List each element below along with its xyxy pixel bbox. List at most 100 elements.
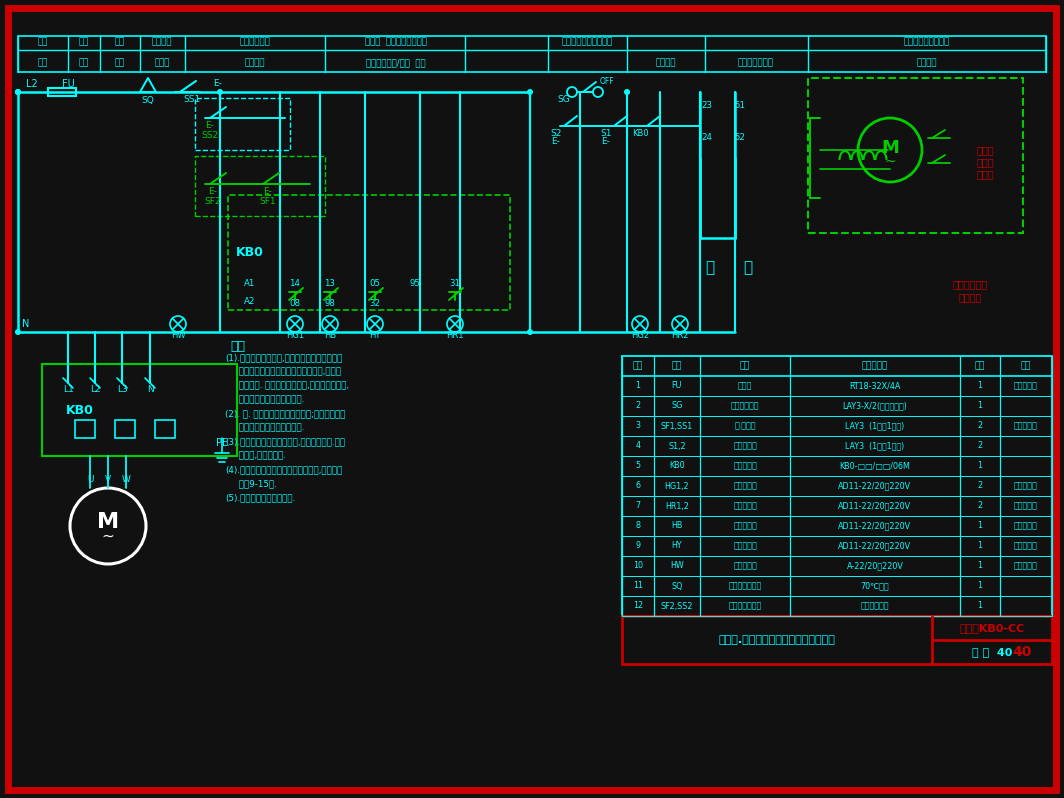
Text: HY: HY <box>671 542 682 551</box>
Text: 保护: 保护 <box>79 58 89 68</box>
Text: 13: 13 <box>325 279 335 289</box>
Text: 51: 51 <box>734 101 746 110</box>
Text: 12: 12 <box>633 602 643 610</box>
Text: 手动控制: 手动控制 <box>245 58 265 68</box>
Bar <box>808 78 1023 233</box>
Bar <box>41 364 237 456</box>
Text: 启.停按钮: 启.停按钮 <box>734 421 755 430</box>
Text: 2: 2 <box>978 501 982 511</box>
Text: (3).当防火阀限位开关动作后,设备停止运行.无防: (3).当防火阀限位开关动作后,设备停止运行.无防 <box>225 437 345 447</box>
Text: 08: 08 <box>289 299 300 309</box>
Text: 2: 2 <box>978 421 982 430</box>
Text: HG1: HG1 <box>286 331 304 341</box>
Text: SG: SG <box>671 401 683 410</box>
Text: 1: 1 <box>978 542 982 551</box>
Text: 就地与远距离: 就地与远距离 <box>239 38 270 46</box>
Text: PE: PE <box>216 438 228 448</box>
Text: 新风阀电动执行机构: 新风阀电动执行机构 <box>904 38 950 46</box>
Text: 电器: 电器 <box>115 38 126 46</box>
Circle shape <box>527 89 533 95</box>
Text: SF2: SF2 <box>204 196 221 206</box>
Text: 设备停机后新风阀联动关闭.: 设备停机后新风阀联动关闭. <box>225 396 304 405</box>
Text: 23: 23 <box>701 101 713 110</box>
Text: SF1: SF1 <box>260 196 277 206</box>
Text: KB0: KB0 <box>236 247 264 259</box>
Text: HW: HW <box>170 331 185 341</box>
Text: 防火阀限: 防火阀限 <box>152 38 172 46</box>
Circle shape <box>624 89 630 95</box>
Text: 1: 1 <box>978 381 982 390</box>
Text: 行机构: 行机构 <box>976 169 994 179</box>
Text: E-: E- <box>214 80 222 89</box>
Text: A-22/20～220V: A-22/20～220V <box>847 562 903 571</box>
Text: E-: E- <box>551 136 561 145</box>
Text: 9: 9 <box>635 542 641 551</box>
Text: HR2: HR2 <box>671 331 688 341</box>
Text: HB: HB <box>671 522 683 531</box>
Text: 1: 1 <box>978 461 982 471</box>
Text: ~: ~ <box>884 155 896 169</box>
Text: W: W <box>121 476 131 484</box>
Text: 位开关: 位开关 <box>154 58 169 68</box>
Text: 8: 8 <box>635 522 641 531</box>
Circle shape <box>217 89 223 95</box>
Text: 10: 10 <box>633 562 643 571</box>
Text: 正反转按钮: 正反转按钮 <box>733 441 757 451</box>
Bar <box>74 420 95 438</box>
Text: HR1,2: HR1,2 <box>665 501 688 511</box>
Text: 2: 2 <box>978 481 982 491</box>
Text: 火阀时,其线路短接.: 火阀时,其线路短接. <box>225 452 286 460</box>
Text: L2: L2 <box>27 79 38 89</box>
Text: 按管夹规格: 按管夹规格 <box>1014 481 1037 491</box>
Text: S2: S2 <box>550 129 562 139</box>
Text: 40: 40 <box>1012 645 1032 659</box>
Bar <box>115 420 135 438</box>
Text: 蓝色信号灯: 蓝色信号灯 <box>733 522 757 531</box>
Text: N: N <box>22 319 30 329</box>
Text: S1: S1 <box>600 129 612 139</box>
Text: 自动及  运量信号辅助信号: 自动及 运量信号辅助信号 <box>365 38 427 46</box>
Text: 备注: 备注 <box>1020 361 1031 370</box>
Text: 按管夹规格: 按管夹规格 <box>1014 501 1037 511</box>
Text: 熔断器: 熔断器 <box>737 381 752 390</box>
Text: KB0-□□/□□/06M: KB0-□□/□□/06M <box>839 461 911 471</box>
Text: 二次: 二次 <box>38 38 48 46</box>
Text: 开: 开 <box>705 260 715 275</box>
Text: 部分取消: 部分取消 <box>959 292 982 302</box>
Text: HG1,2: HG1,2 <box>665 481 689 491</box>
Text: 工程设计决定: 工程设计决定 <box>861 602 890 610</box>
Text: 2: 2 <box>978 441 982 451</box>
Text: 6: 6 <box>635 481 641 491</box>
Text: (2). 启. 停按钮安装于配电箱面上;外引启停按钮: (2). 启. 停按钮安装于配电箱面上;外引启停按钮 <box>225 409 346 418</box>
Circle shape <box>527 329 533 335</box>
Text: FU: FU <box>671 381 682 390</box>
Text: HW: HW <box>670 562 684 571</box>
Text: 按管夹规格: 按管夹规格 <box>1014 562 1037 571</box>
Text: 2: 2 <box>635 401 641 410</box>
Text: (5).新风阀由设备专业选型.: (5).新风阀由设备专业选型. <box>225 493 295 503</box>
Text: 1: 1 <box>978 401 982 410</box>
Text: 序号: 序号 <box>633 361 644 370</box>
Text: 按管夹规格: 按管夹规格 <box>1014 542 1037 551</box>
Text: 型号及规格: 型号及规格 <box>862 361 888 370</box>
Text: SF1,SS1: SF1,SS1 <box>661 421 693 430</box>
Text: 1: 1 <box>978 522 982 531</box>
Text: N: N <box>147 385 153 394</box>
Text: 98: 98 <box>325 299 335 309</box>
Text: 白色信号灯: 白色信号灯 <box>733 562 757 571</box>
Text: 按容量选定: 按容量选定 <box>1014 381 1037 390</box>
Text: 3: 3 <box>635 421 641 430</box>
Text: 1: 1 <box>978 582 982 591</box>
Text: 14: 14 <box>289 279 300 289</box>
Text: HB: HB <box>323 331 336 341</box>
Text: 常工作时就地和远距离两处同时控制,并与新: 常工作时就地和远距离两处同时控制,并与新 <box>225 368 342 377</box>
Bar <box>195 156 325 216</box>
Text: 名称: 名称 <box>739 361 750 370</box>
Text: E-: E- <box>209 188 217 196</box>
Text: LAY3  (1常开1常闭): LAY3 (1常开1常闭) <box>846 441 904 451</box>
Circle shape <box>15 329 21 335</box>
Text: 电路: 电路 <box>38 58 48 68</box>
Text: E-: E- <box>601 136 611 145</box>
Text: KB0: KB0 <box>632 129 648 139</box>
Text: SQ: SQ <box>671 582 683 591</box>
